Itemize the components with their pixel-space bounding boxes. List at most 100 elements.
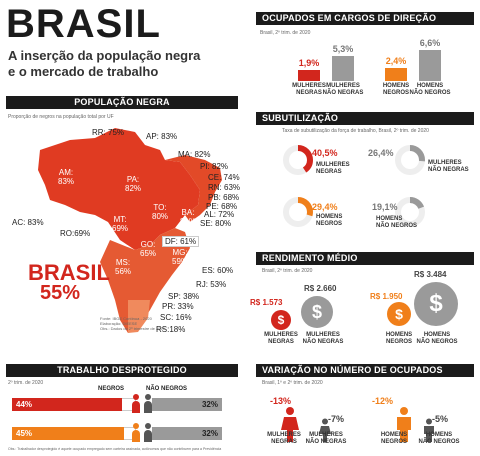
woman-icon-red (281, 407, 299, 442)
direcao-subtitle: Brasil, 2º trim. de 2020 (260, 30, 311, 36)
source-line-3: Obs.: Dados do 2º trimestre de 2020 (100, 326, 165, 331)
direcao-bar-4 (419, 50, 441, 81)
state-pe: PE: 68% (206, 202, 238, 211)
desprot-header: TRABALHO DESPROTEGIDO (6, 364, 238, 377)
rendimento-label-2: MULHERES NÃO NEGRAS (302, 332, 344, 345)
donut-homens-negros (283, 197, 313, 227)
desprot-obs: Obs.: Trabalhador desprotegido é aquele … (8, 447, 222, 451)
subutil-label-1: MULHERES NEGRAS (316, 162, 350, 175)
state-go: GO: 65% (140, 240, 157, 258)
subutil-value-3: 29,4% (312, 202, 338, 212)
subutil-label-2: MULHERES NÃO NEGRAS (428, 160, 469, 173)
desprot-col-nao: NÃO NEGROS (146, 386, 188, 392)
subutil-value-4: 19,1% (372, 202, 398, 212)
rendimento-label-1: MULHERES NEGRAS (264, 332, 298, 345)
coin-symbol-3: $ (395, 306, 403, 322)
man-icon-gray (424, 418, 434, 442)
subutil-subtitle: Taxa de subutilização da força de trabal… (282, 128, 429, 134)
variacao-value-2: -7% (328, 414, 345, 424)
state-rj: RJ: 53% (196, 280, 227, 289)
desprot-negros-bar-2: 45% (12, 427, 124, 440)
state-rn: RN: 63% (208, 183, 241, 192)
pop-source: Fonte: IBGE Contínua - 2020 Elaboração: … (100, 316, 165, 331)
direcao-label-1: MULHERES NEGRAS (292, 83, 326, 96)
map-east (165, 155, 222, 222)
variacao-value-1: -13% (270, 396, 292, 406)
desprot-nao-bar-1: 32% (152, 398, 222, 411)
main-title: BRASIL (6, 2, 161, 46)
state-rr: RR: 75% (92, 128, 125, 137)
rendimento-subtitle: Brasil, 2º trim. de 2020 (262, 268, 313, 274)
person-icon-orange (130, 423, 142, 443)
variacao-value-4: -5% (432, 414, 449, 424)
coin-symbol-2: $ (311, 302, 322, 322)
coin-mulheres-negras: $ (271, 310, 291, 330)
pop-header: POPULAÇÃO NEGRA (6, 96, 238, 109)
variacao-label-1: MULHERES NEGRAS (267, 432, 301, 445)
person-icon-gray-2 (142, 423, 154, 443)
state-pa: PA: 82% (125, 175, 142, 193)
state-rs: RS:18% (156, 325, 186, 334)
state-ma: MA: 82% (178, 150, 211, 159)
rendimento-value-3: R$ 1.950 (370, 292, 403, 301)
desprot-col-negros: NEGROS (98, 386, 125, 392)
map-north (38, 128, 200, 250)
subutil-value-1: 40,5% (312, 148, 338, 158)
variacao-value-3: -12% (372, 396, 394, 406)
coin-homens-nao-negros: $ (414, 282, 458, 326)
state-df: DF: 61% (162, 236, 200, 247)
donut-homens-nao-negros (395, 197, 425, 227)
state-pr: PR: 33% (162, 302, 194, 311)
map-south-tip (128, 300, 150, 333)
state-sc: SC: 16% (160, 313, 192, 322)
desprot-nao-value-1: 32% (201, 400, 218, 409)
state-ce: CE: 74% (208, 173, 240, 182)
source-line-2: Elaboração: DIEESE (100, 321, 138, 326)
variacao-label-4: HOMENS NÃO NEGROS (418, 432, 460, 445)
map-south (100, 228, 190, 333)
rendimento-label-3: HOMENS NEGROS (385, 332, 413, 345)
rendimento-value-2: R$ 2.660 (304, 284, 337, 293)
donut-mulheres-nao-negras (395, 145, 425, 175)
state-al: AL: 72% (204, 210, 235, 219)
direcao-header: OCUPADOS EM CARGOS DE DIREÇÃO (256, 12, 474, 25)
brasil-label: BRASIL (28, 260, 110, 285)
direcao-value-4: 6,6% (419, 38, 441, 48)
title-line-2: e o mercado de trabalho (8, 64, 159, 79)
direcao-value-1: 1,9% (298, 58, 320, 68)
rendimento-label-4: HOMENS NÃO NEGROS (416, 332, 458, 345)
state-pb: PB: 68% (208, 193, 240, 202)
variacao-subtitle: Brasil, 1º e 2º trim. de 2020 (262, 380, 323, 386)
pop-subtitle: Proporção de negros na população total p… (8, 114, 114, 120)
rendimento-value-4: R$ 3.484 (414, 270, 447, 279)
woman-icon-gray (319, 418, 331, 442)
coin-homens-negros: $ (387, 302, 411, 326)
subutil-label-3: HOMENS NEGROS (316, 214, 343, 227)
desprot-nao-value-2: 32% (201, 429, 218, 438)
rendimento-value-1: R$ 1.573 (250, 298, 283, 307)
direcao-bar-1 (298, 70, 320, 81)
subutil-value-2: 26,4% (368, 148, 394, 158)
subutil-label-4: HOMENS NÃO NEGROS (376, 216, 418, 229)
state-ro: RO:69% (60, 229, 91, 238)
coin-symbol-1: $ (277, 313, 285, 327)
person-icon-gray-1 (142, 394, 154, 414)
variacao-label-3: HOMENS NEGROS (380, 432, 408, 445)
direcao-bar-3 (385, 68, 407, 81)
coin-mulheres-nao-negras: $ (301, 296, 333, 328)
man-icon-orange (397, 407, 411, 442)
direcao-value-2: 5,3% (332, 44, 354, 54)
desprot-negros-value-1: 44% (16, 400, 33, 409)
state-mg: MG: 59% (172, 248, 189, 266)
state-ba: BA: 81% (180, 208, 197, 226)
direcao-value-3: 2,4% (385, 56, 407, 66)
state-ac: AC: 83% (12, 218, 44, 227)
coin-symbol-4: $ (429, 290, 443, 317)
state-am: AM: 83% (58, 168, 75, 186)
rendimento-header: RENDIMENTO MÉDIO (256, 252, 474, 265)
state-pi: PI: 82% (200, 162, 229, 171)
title-line-1: A inserção da população negra (8, 48, 201, 63)
